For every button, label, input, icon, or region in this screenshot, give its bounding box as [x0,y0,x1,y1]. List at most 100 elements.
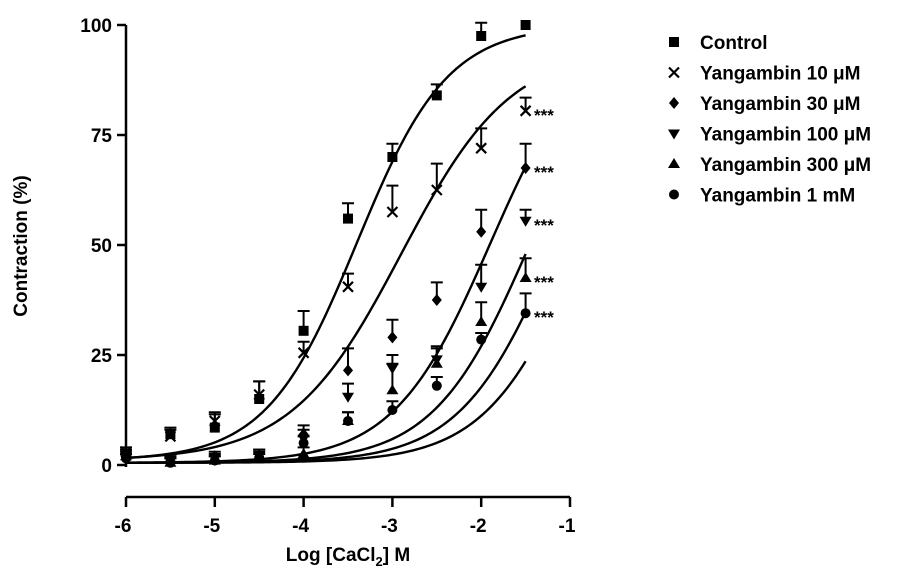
data-point [209,422,220,433]
data-point [298,438,309,448]
significance-label: *** [534,308,554,327]
x-axis-title-subscript: 2 [376,554,383,568]
error-bar [475,127,488,149]
legend-item: Yangambin 1 mM [669,186,855,207]
data-point [431,90,442,101]
data-point [431,380,442,391]
data-point [343,416,353,426]
error-bar [342,272,354,287]
legend-marker [669,37,679,47]
data-point [431,184,443,196]
legend-marker [668,129,680,140]
data-point [476,225,487,238]
error-bar [430,162,443,190]
data-point [520,308,531,319]
fit-curve-series-0 [125,34,526,460]
error-bar [519,96,532,111]
x-tick-label: -1 [559,516,576,537]
y-tick-label: 100 [80,16,112,37]
legend-label: Yangambin 1 mM [700,186,855,207]
significance-label: *** [534,216,554,235]
data-point [520,20,531,30]
data-point [519,272,532,282]
fit-curve-series-4 [126,311,527,464]
significance-label: *** [534,273,554,292]
legend-marker [668,158,680,168]
data-point [298,325,309,336]
y-axis-title: Contraction (%) [11,175,32,316]
data-point [386,206,399,218]
data-point [475,282,488,293]
x-tick-label: -3 [381,516,398,537]
data-point [476,334,487,345]
error-bar [297,340,310,353]
legend-marker [668,66,680,79]
data-point [121,453,131,464]
x-tick-label: -5 [203,516,220,537]
x-tick-label: -6 [115,516,132,537]
data-point [387,405,398,415]
data-point [165,429,176,440]
legend-item: Yangambin 300 μM [668,155,871,176]
y-tick-label: 0 [101,456,112,477]
data-point [431,294,442,306]
error-bar [253,380,266,395]
legend-label: Yangambin 30 μM [700,94,861,115]
data-point [430,357,443,368]
data-point [209,455,220,466]
y-tick-label: 50 [91,236,112,257]
data-point [342,281,354,293]
legend-item: Yangambin 10 μM [668,64,861,85]
significance-label: *** [534,106,554,125]
data-point [254,453,265,464]
legend-marker [669,97,679,109]
fitted-curves [125,34,527,464]
legend: Control Yangambin 10 μM Yangambin 30 μM Yan… [668,33,871,207]
significance-label: *** [534,163,554,182]
ticks: 0 25 50 75 100 -6 -5 -4 -3 -2 -1 [80,16,576,537]
data-point [297,448,310,458]
legend-label: Control [700,33,768,54]
legend-label: Yangambin 10 μM [700,64,861,85]
y-tick-label: 25 [91,346,113,367]
x-axis-title: Log [CaCl2] M [286,545,410,568]
data-point [476,31,487,41]
data-point [387,152,398,162]
data-point [165,457,176,468]
fit-curve-series-1 [125,85,527,460]
legend-marker [669,189,679,200]
data-point [475,316,488,326]
x-axis-title-tail: ] M [383,545,410,566]
data-point [342,392,354,403]
data-point [475,142,487,154]
data-point [343,364,353,377]
legend-item: Yangambin 100 μM [668,125,871,146]
data-point [519,216,532,227]
data-point [343,213,353,224]
legend-item: Yangambin 30 μM [669,94,861,115]
legend-item: Control [669,33,768,54]
error-bars [120,21,532,463]
x-tick-label: -4 [292,516,309,537]
legend-label: Yangambin 300 μM [700,155,871,176]
data-point [254,394,265,404]
x-axis-title-main: Log [CaCl [286,545,376,566]
data-point [386,364,399,375]
data-point [520,162,531,174]
error-bar [386,184,399,212]
fit-curve-series-5 [125,360,527,464]
x-tick-label: -2 [470,516,487,537]
data-point [297,347,310,359]
fit-curve-series-3 [125,253,527,464]
data-point [519,105,532,117]
data-point [209,415,221,427]
y-tick-label: 75 [91,126,113,147]
data-point [164,430,177,443]
legend-label: Yangambin 100 μM [700,125,871,146]
data-point [387,331,398,344]
data-point [386,384,399,395]
significance-marks: *** *** *** *** *** [534,106,554,327]
data-point [253,388,265,401]
data-points [120,20,532,468]
